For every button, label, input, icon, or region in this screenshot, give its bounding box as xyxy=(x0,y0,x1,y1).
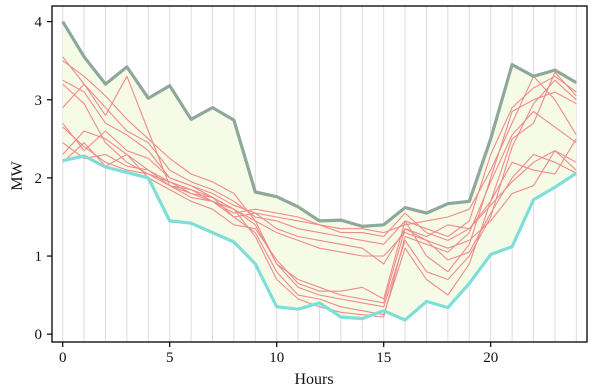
axes xyxy=(47,5,588,347)
scenario-line-10 xyxy=(62,122,577,265)
scenario-line-3 xyxy=(62,56,577,245)
y-tick-label: 2 xyxy=(35,171,43,187)
y-tick-label: 1 xyxy=(35,249,43,265)
x-tick-label: 15 xyxy=(376,350,391,366)
y-tick-label: 4 xyxy=(35,15,43,31)
scenario-line-7 xyxy=(62,79,577,318)
lower-envelope-line xyxy=(62,154,578,322)
scenario-line-9 xyxy=(62,60,577,257)
range-band xyxy=(62,21,577,321)
x-tick-labels: 0 5 10 15 20 xyxy=(59,350,498,366)
upper-envelope-line xyxy=(61,20,578,228)
y-tick-label: 3 xyxy=(35,93,43,109)
scenario-line-11 xyxy=(62,79,577,308)
y-tick-label: 0 xyxy=(35,327,43,343)
x-axis-title: Hours xyxy=(294,371,333,388)
x-tick-label: 5 xyxy=(166,350,174,366)
x-tick-label: 20 xyxy=(483,350,498,366)
y-tick-labels: 0 1 2 3 4 xyxy=(35,15,43,344)
x-tick-label: 0 xyxy=(59,350,67,366)
scenario-line-12 xyxy=(62,142,577,241)
y-axis-title: MW xyxy=(9,160,26,190)
plot-frame xyxy=(51,5,588,343)
x-tick-label: 10 xyxy=(269,350,284,366)
